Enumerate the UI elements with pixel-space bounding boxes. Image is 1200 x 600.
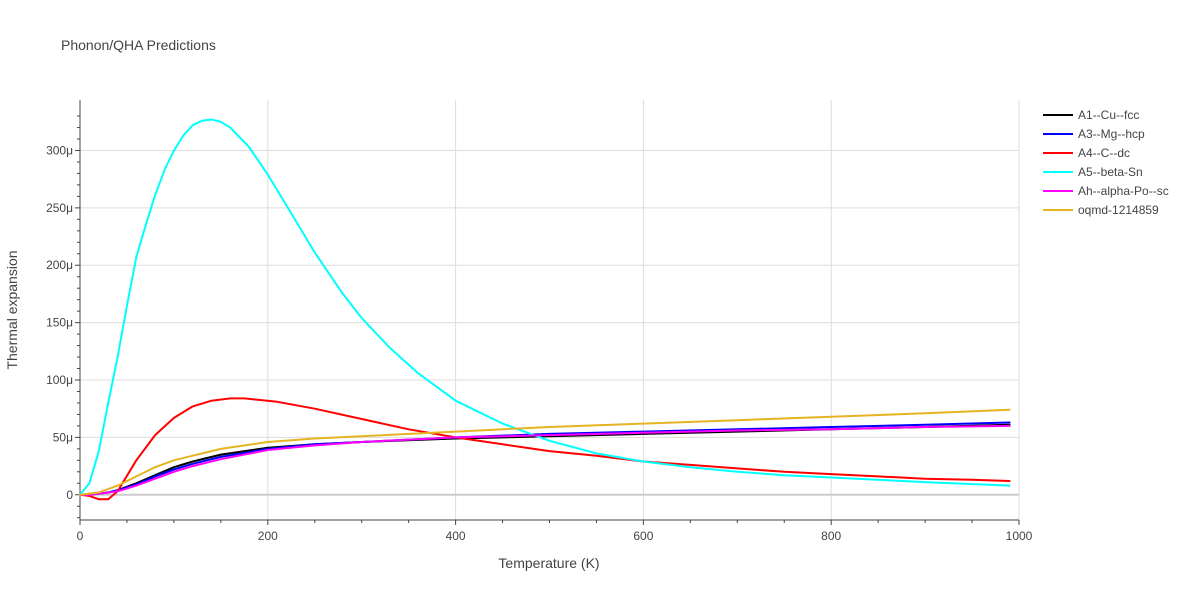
x-axis-label: Temperature (K): [498, 555, 599, 571]
series-line-oqmd-1214859: [79, 408, 1011, 496]
x-tick-label: 600: [633, 529, 653, 543]
y-tick-label: 0: [66, 488, 73, 502]
y-tick-label: 250μ: [46, 201, 73, 215]
legend-label: A4--C--dc: [1078, 146, 1130, 160]
legend-label: A3--Mg--hcp: [1078, 127, 1145, 141]
y-tick-label: 100μ: [46, 373, 73, 387]
x-tick-label: 800: [821, 529, 841, 543]
x-tick-labels: 0 200 400 600 800 1000: [77, 529, 1033, 543]
x-tick-label: 200: [258, 529, 278, 543]
legend-item[interactable]: A5--beta-Sn: [1043, 165, 1143, 179]
y-tick-labels: 0 50μ 100μ 150μ 200μ 250μ 300μ: [46, 143, 73, 501]
legend-label: A1--Cu--fcc: [1078, 108, 1139, 122]
legend-label: oqmd-1214859: [1078, 203, 1159, 217]
y-tick-label: 50μ: [53, 430, 73, 444]
legend-label: Ah--alpha-Po--sc: [1078, 184, 1169, 198]
y-tick-label: 150μ: [46, 316, 73, 330]
y-tick-label: 200μ: [46, 258, 73, 272]
series-lines: [79, 118, 1011, 501]
legend-label: A5--beta-Sn: [1078, 165, 1143, 179]
legend-item[interactable]: A3--Mg--hcp: [1043, 127, 1145, 141]
grid: [80, 100, 1020, 520]
series-line-Ah--alpha-Po--sc: [79, 424, 1011, 496]
x-tick-label: 0: [77, 529, 84, 543]
series-line-A4--C--dc: [79, 397, 1011, 501]
y-tick-label: 300μ: [46, 143, 73, 157]
y-axis-label: Thermal expansion: [4, 250, 20, 369]
x-tick-label: 400: [446, 529, 466, 543]
legend[interactable]: A1--Cu--fcc A3--Mg--hcp A4--C--dc A5--beta-…: [1043, 108, 1169, 217]
chart-title: Phonon/QHA Predictions: [61, 37, 216, 53]
legend-item[interactable]: Ah--alpha-Po--sc: [1043, 184, 1169, 198]
legend-item[interactable]: A4--C--dc: [1043, 146, 1130, 160]
series-line-A5--beta-Sn: [79, 118, 1011, 496]
x-tick-label: 1000: [1006, 529, 1033, 543]
legend-item[interactable]: oqmd-1214859: [1043, 203, 1159, 217]
legend-item[interactable]: A1--Cu--fcc: [1043, 108, 1139, 122]
